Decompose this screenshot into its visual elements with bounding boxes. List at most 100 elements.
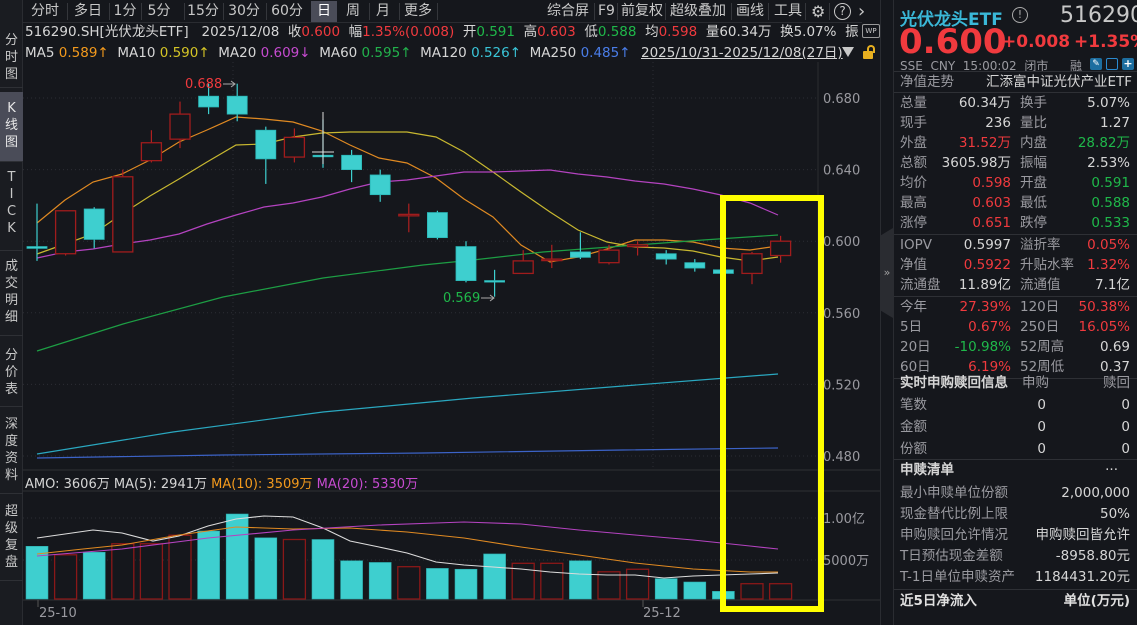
- fund-name: 汇添富中证光伏产业ETF: [985, 74, 1132, 90]
- period-tab-multiday[interactable]: 多日: [74, 3, 102, 19]
- amplitude-label: 振: [845, 24, 859, 40]
- period-tab-5min[interactable]: 5分: [147, 3, 171, 19]
- settings-gear-icon[interactable]: ⚙: [811, 2, 826, 21]
- expand-right-icon[interactable]: ›: [858, 1, 866, 22]
- purchase-value: 0: [1037, 397, 1046, 413]
- candle-bull: [769, 240, 792, 257]
- volume-bar-down: [683, 581, 707, 600]
- composite-screen-button[interactable]: 综合屏: [547, 3, 589, 19]
- tools-button[interactable]: 工具: [774, 3, 802, 19]
- super-overlay-button[interactable]: 超级叠加: [670, 3, 726, 19]
- candle-bull: [512, 260, 534, 275]
- svg-text:0.680: 0.680: [823, 92, 860, 107]
- low-label: 低: [584, 24, 598, 40]
- volume-bar-down: [254, 537, 278, 600]
- price-change-pct: +1.35%: [1074, 32, 1137, 52]
- vtab-price-table[interactable]: 分价表: [0, 337, 23, 407]
- candle-bull: [140, 142, 163, 162]
- vtab-super-review[interactable]: 超级复盘: [0, 495, 23, 581]
- margin-flag: 融: [1070, 59, 1083, 73]
- edit-pencil-icon[interactable]: ✎: [1090, 58, 1102, 70]
- f9-button[interactable]: F9: [598, 3, 615, 19]
- period-tab-1min[interactable]: 1分: [113, 3, 137, 19]
- volume-bar-down: [569, 560, 592, 600]
- svg-text:25-12: 25-12: [643, 606, 681, 621]
- stat-value: 0.651: [972, 215, 1011, 231]
- vol-ma5-value: MA(5): 2941万: [113, 477, 207, 492]
- date-range-selector[interactable]: 2025/10/31-2025/12/08(27日): [641, 45, 843, 61]
- creation-label: T-1日单位申赎资产: [900, 569, 1015, 585]
- stat-value: 0.05%: [1087, 237, 1130, 253]
- stat-value: 31.52万: [958, 135, 1011, 151]
- info-icon[interactable]: !: [1012, 7, 1028, 23]
- stat-label: 20日: [900, 339, 931, 355]
- ma-lines: [36, 116, 779, 459]
- candle-bear: [26, 246, 48, 249]
- stat-value: 0.591: [1091, 175, 1130, 191]
- volume-bars: [25, 513, 793, 600]
- stat-label: 最高: [900, 195, 927, 211]
- help-icon[interactable]: ?: [834, 3, 851, 20]
- quote-detail-panel: 光伏龙头ETF ! 516290 0.600 +0.008 +1.35% SSE…: [893, 0, 1137, 625]
- performance-row: 今年 27.39% 120日 50.38%: [894, 297, 1137, 317]
- period-tab-15min[interactable]: 15分: [187, 3, 219, 19]
- candle-bear: [369, 174, 391, 196]
- volume-bar-down: [197, 530, 220, 600]
- vtab-deep-data[interactable]: 深度资料: [0, 408, 23, 494]
- svg-text:0.600: 0.600: [823, 235, 860, 250]
- ma60-label: MA60: [319, 45, 358, 61]
- stat-value: 0.69: [1099, 339, 1130, 355]
- candle-bull: [741, 253, 763, 275]
- creation-value: 申购赎回皆允许: [1035, 527, 1131, 543]
- period-tab-week[interactable]: 周: [346, 3, 360, 19]
- kline-chart[interactable]: 0.688 0.569 0.680 0.640 0.600 0.560 0.520 0.48…: [23, 62, 881, 625]
- range-dropdown-icon[interactable]: [842, 47, 854, 57]
- period-tab-month[interactable]: 月: [376, 3, 390, 19]
- open-label: 开: [462, 24, 477, 40]
- stat-label: 5日: [900, 319, 923, 335]
- alert-bell-icon[interactable]: [1106, 58, 1118, 70]
- vtab-intraday[interactable]: 分时图: [0, 28, 23, 88]
- collapse-panel-handle[interactable]: »: [881, 228, 893, 318]
- inflow-title: 近5日净流入: [900, 593, 977, 609]
- stat-value: 3605.98万: [941, 155, 1011, 171]
- quote-summary-line: 516290.SH[光伏龙头ETF] 2025/12/08 收0.600 幅1.…: [25, 23, 859, 41]
- volume-bar-down: [25, 545, 49, 600]
- period-tab-day[interactable]: 日: [311, 1, 337, 22]
- creation-row: T-1日单位申赎资产 1184431.20元: [894, 567, 1137, 587]
- svg-text:0.640: 0.640: [823, 164, 860, 179]
- period-tab-60min[interactable]: 60分: [271, 3, 303, 19]
- security-code: 516290.SH[光伏龙头ETF]: [25, 24, 189, 40]
- creation-row: 现金替代比例上限 50%: [894, 504, 1137, 524]
- ma250-label: MA250: [529, 45, 577, 61]
- close-value: 0.600: [301, 24, 341, 40]
- stat-value: 16.05%: [1078, 319, 1130, 335]
- draw-line-button[interactable]: 画线: [736, 3, 764, 19]
- period-tab-30min[interactable]: 30分: [228, 3, 260, 19]
- volume-bar-down: [654, 578, 678, 600]
- vtab-trade-detail[interactable]: 成交明细: [0, 252, 23, 336]
- realtime-header: 实时申购赎回信息 申购 赎回: [894, 373, 1137, 393]
- more-icon[interactable]: ···: [1105, 462, 1118, 478]
- creation-title: 申赎清单: [900, 462, 954, 478]
- adjust-price-button[interactable]: 前复权: [621, 3, 663, 19]
- ma60-value: 0.595↑: [361, 45, 412, 61]
- inflow-unit: 单位(万元): [1063, 593, 1130, 609]
- nav-trend-row[interactable]: 净值走势 汇添富中证光伏产业ETF: [894, 72, 1137, 92]
- highlight-annotation-box: [720, 195, 824, 612]
- wp-screen-icon[interactable]: WP: [862, 24, 880, 38]
- ma120-value: 0.526↑: [471, 45, 522, 61]
- add-watchlist-icon[interactable]: +: [1122, 57, 1134, 70]
- stat-value: 0.5922: [963, 257, 1011, 273]
- candle-bear: [570, 251, 591, 258]
- stat-value: 60.34万: [958, 95, 1011, 111]
- unlock-icon[interactable]: [863, 45, 875, 59]
- period-tab-intraday[interactable]: 分时: [31, 3, 59, 19]
- realtime-label: 金额: [900, 419, 927, 435]
- stat-value: 1.27: [1099, 115, 1130, 131]
- period-tab-more[interactable]: 更多: [404, 3, 432, 19]
- candle-bull: [112, 176, 134, 253]
